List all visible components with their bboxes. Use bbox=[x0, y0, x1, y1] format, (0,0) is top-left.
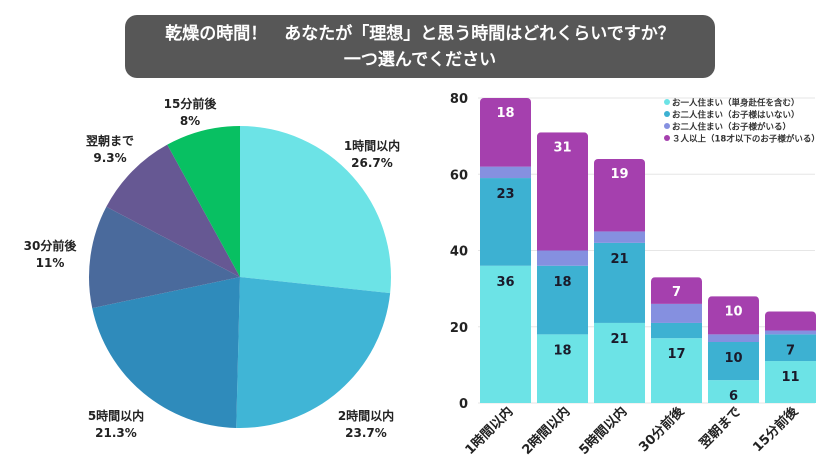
pie-label-value: 9.3% bbox=[93, 151, 126, 165]
bar-segment bbox=[537, 132, 588, 251]
pie-label-category: 15分前後 bbox=[164, 96, 218, 111]
bar-data-label: 17 bbox=[667, 347, 685, 362]
pie-slice bbox=[240, 126, 391, 294]
bar-segment bbox=[765, 311, 816, 331]
bar-segment bbox=[480, 178, 531, 266]
pie-slice bbox=[92, 277, 240, 428]
title-banner: 乾燥の時間！ あなたが「理想」と思う時間はどれくらいですか？ 一つ選んでください bbox=[125, 15, 715, 78]
y-tick-label: 80 bbox=[450, 92, 468, 107]
y-tick-label: 60 bbox=[450, 168, 468, 183]
pie-label-category: 5時間以内 bbox=[88, 408, 144, 423]
x-tick-label: 2時間以内 bbox=[519, 404, 573, 458]
y-tick-label: 0 bbox=[459, 397, 468, 412]
bar-stack bbox=[480, 98, 531, 403]
bar-segment bbox=[480, 166, 531, 179]
pie-slice bbox=[167, 126, 240, 277]
bar-data-label: 6 bbox=[729, 389, 738, 404]
bar-data-label: 21 bbox=[610, 252, 628, 267]
title-line-1: 乾燥の時間！ あなたが「理想」と思う時間はどれくらいですか？ bbox=[165, 24, 675, 44]
bar-segment bbox=[651, 338, 702, 403]
pie-slice bbox=[88, 206, 240, 309]
bar-segment bbox=[480, 265, 531, 403]
pie-label-category: 2時間以内 bbox=[338, 408, 394, 423]
bar-segment bbox=[708, 334, 759, 342]
bar-data-label: 19 bbox=[610, 167, 628, 182]
pie-label-value: 8% bbox=[180, 114, 200, 128]
x-tick-label: 15分前後 bbox=[750, 403, 802, 455]
bar-segment bbox=[594, 242, 645, 323]
legend-marker bbox=[664, 135, 670, 141]
bar-segment bbox=[651, 322, 702, 339]
bar-stack bbox=[537, 132, 588, 403]
bar-segment bbox=[765, 361, 816, 403]
legend-marker bbox=[664, 99, 670, 105]
pie-slice bbox=[106, 144, 240, 277]
bar-segment bbox=[480, 98, 531, 167]
bar-segment bbox=[651, 277, 702, 304]
legend-marker bbox=[664, 111, 670, 117]
bar-segment bbox=[765, 334, 816, 362]
bar-stack bbox=[651, 277, 702, 403]
bar-segment bbox=[708, 380, 759, 403]
bar-stack bbox=[765, 311, 816, 403]
bar-segment bbox=[537, 265, 588, 335]
bar-data-label: 7 bbox=[786, 343, 795, 358]
x-tick-label: 1時間以内 bbox=[462, 404, 516, 458]
legend-label: お二人住まい（お子様はいない） bbox=[672, 110, 800, 121]
bar-data-label: 21 bbox=[610, 332, 628, 347]
bar-data-label: 10 bbox=[724, 351, 742, 366]
bar-segment bbox=[765, 330, 816, 335]
bar-stack bbox=[708, 296, 759, 403]
bar-data-label: 36 bbox=[496, 275, 514, 290]
legend-label: ３人以上（18才以下のお子様がいる） bbox=[672, 134, 820, 145]
legend-label: お二人住まい（お子様がいる） bbox=[672, 122, 791, 133]
bar-data-label: 10 bbox=[724, 304, 742, 319]
bar-segment bbox=[537, 334, 588, 403]
bar-data-label: 31 bbox=[553, 140, 571, 155]
pie-label-category: 1時間以内 bbox=[344, 138, 400, 153]
bar-data-label: 11 bbox=[781, 370, 799, 385]
legend-marker bbox=[664, 123, 670, 129]
pie-label-value: 21.3% bbox=[95, 426, 137, 440]
pie-label-value: 26.7% bbox=[351, 156, 393, 170]
legend-label: お一人住まい（単身赴任を含む） bbox=[672, 98, 800, 109]
bar-stack bbox=[594, 159, 645, 403]
bar-segment bbox=[708, 342, 759, 381]
bar-segment bbox=[594, 322, 645, 403]
pie-label-value: 23.7% bbox=[345, 426, 387, 440]
y-tick-label: 20 bbox=[450, 321, 468, 336]
bar-segment bbox=[537, 250, 588, 266]
bar-data-label: 7 bbox=[672, 285, 681, 300]
pie-label-value: 11% bbox=[36, 256, 65, 270]
bar-data-label: 18 bbox=[553, 343, 571, 358]
bar-data-label: 18 bbox=[553, 275, 571, 290]
bar-segment bbox=[651, 303, 702, 323]
title-line-2: 一つ選んでください bbox=[343, 50, 497, 70]
bar-segment bbox=[594, 231, 645, 243]
x-tick-label: 5時間以内 bbox=[576, 404, 630, 458]
y-tick-label: 40 bbox=[450, 245, 468, 260]
pie-label-category: 翌朝まで bbox=[86, 133, 134, 148]
x-tick-label: 30分前後 bbox=[636, 403, 688, 455]
bar-segment bbox=[594, 159, 645, 232]
x-tick-label: 翌朝まで bbox=[696, 404, 744, 452]
pie-label-category: 30分前後 bbox=[24, 238, 78, 253]
pie-slice bbox=[236, 277, 391, 428]
bar-segment bbox=[708, 296, 759, 335]
bar-data-label: 18 bbox=[496, 106, 514, 121]
bar-data-label: 23 bbox=[496, 187, 514, 202]
